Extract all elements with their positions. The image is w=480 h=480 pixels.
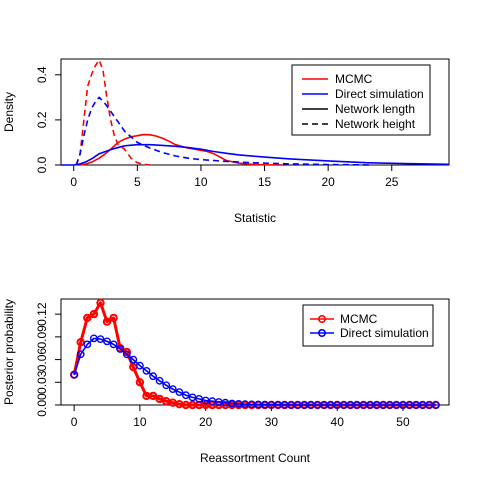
data-point bbox=[135, 378, 145, 387]
x-tick-label: 5 bbox=[134, 175, 141, 189]
posterior-y-axis: 0.000.030.060.090.12 bbox=[35, 302, 62, 417]
posterior-legend-box bbox=[302, 304, 434, 347]
legend-label-mcmc: MCMC bbox=[335, 72, 373, 86]
density-lines bbox=[61, 59, 450, 166]
x-tick-label: 0 bbox=[71, 415, 78, 429]
data-point bbox=[175, 388, 184, 396]
data-point bbox=[162, 381, 171, 390]
density-x-axis-label: Statistic bbox=[234, 211, 276, 225]
legend-label-direct-simulation: Direct simulation bbox=[335, 87, 424, 101]
legend-label-network-length: Network length bbox=[335, 102, 415, 116]
x-tick-label: 10 bbox=[133, 415, 147, 429]
posterior-x-axis-label: Reassortment Count bbox=[200, 451, 311, 465]
y-tick-label: 0.2 bbox=[35, 111, 49, 128]
x-tick-label: 10 bbox=[194, 175, 208, 189]
data-point bbox=[122, 350, 131, 359]
y-tick-label: 0.03 bbox=[35, 370, 49, 394]
posterior-legend: MCMC Direct simulation bbox=[302, 304, 434, 347]
data-point bbox=[83, 313, 92, 323]
data-point bbox=[155, 376, 164, 385]
data-point bbox=[96, 298, 105, 307]
density-y-axis-label: Density bbox=[2, 92, 16, 132]
data-point bbox=[431, 401, 440, 409]
y-tick-label: 0.00 bbox=[35, 393, 49, 417]
data-point bbox=[129, 355, 138, 364]
data-point bbox=[149, 372, 158, 381]
x-tick-label: 25 bbox=[385, 175, 399, 189]
x-tick-label: 0 bbox=[70, 175, 77, 189]
data-point bbox=[76, 350, 85, 359]
data-point bbox=[70, 370, 79, 379]
series-line-0 bbox=[79, 133, 284, 166]
y-tick-label: 0.4 bbox=[35, 66, 49, 83]
legend-marker-direct-simulation bbox=[317, 328, 326, 337]
posterior-y-axis-label: Posterior probability bbox=[2, 299, 16, 405]
data-point bbox=[96, 335, 105, 343]
x-tick-label: 20 bbox=[199, 415, 213, 429]
data-point bbox=[83, 340, 92, 349]
x-tick-label: 30 bbox=[265, 415, 279, 429]
density-legend: MCMC Direct simulation Network length Ne… bbox=[291, 64, 431, 136]
legend-label-network-height: Network height bbox=[335, 117, 416, 131]
density-y-axis: 0.0 0.2 0.4 bbox=[35, 66, 62, 173]
x-tick-label: 15 bbox=[258, 175, 272, 189]
legend-label-mcmc: MCMC bbox=[340, 312, 378, 326]
data-point bbox=[102, 317, 112, 326]
data-point bbox=[135, 361, 144, 370]
data-point bbox=[109, 340, 118, 349]
data-point bbox=[181, 391, 190, 400]
y-tick-label: 0.0 bbox=[35, 156, 49, 173]
data-point bbox=[89, 309, 99, 319]
posterior-lines bbox=[70, 298, 440, 410]
legend-marker-mcmc bbox=[317, 314, 326, 323]
data-point bbox=[168, 385, 177, 393]
y-tick-label: 0.12 bbox=[35, 302, 49, 326]
x-tick-label: 40 bbox=[331, 415, 345, 429]
density-panel: 0 5 10 15 20 25 0.0 0.2 0.4 Statistic Density M… bbox=[2, 58, 450, 225]
data-point bbox=[109, 313, 118, 323]
series-line-3 bbox=[75, 96, 373, 166]
data-point bbox=[103, 337, 111, 346]
posterior-panel: 0 10 20 30 40 50 0.000.030.060.090.12 Reassor… bbox=[2, 298, 450, 465]
data-point bbox=[76, 338, 85, 347]
series-line-1 bbox=[61, 143, 450, 166]
data-point bbox=[148, 391, 158, 401]
x-tick-label: 20 bbox=[321, 175, 335, 189]
y-tick-label: 0.06 bbox=[35, 348, 49, 372]
data-point bbox=[116, 345, 125, 353]
x-tick-label: 50 bbox=[396, 415, 410, 429]
data-point bbox=[142, 366, 151, 375]
legend-label-direct-simulation: Direct simulation bbox=[340, 326, 429, 340]
y-tick-label: 0.09 bbox=[35, 325, 49, 349]
